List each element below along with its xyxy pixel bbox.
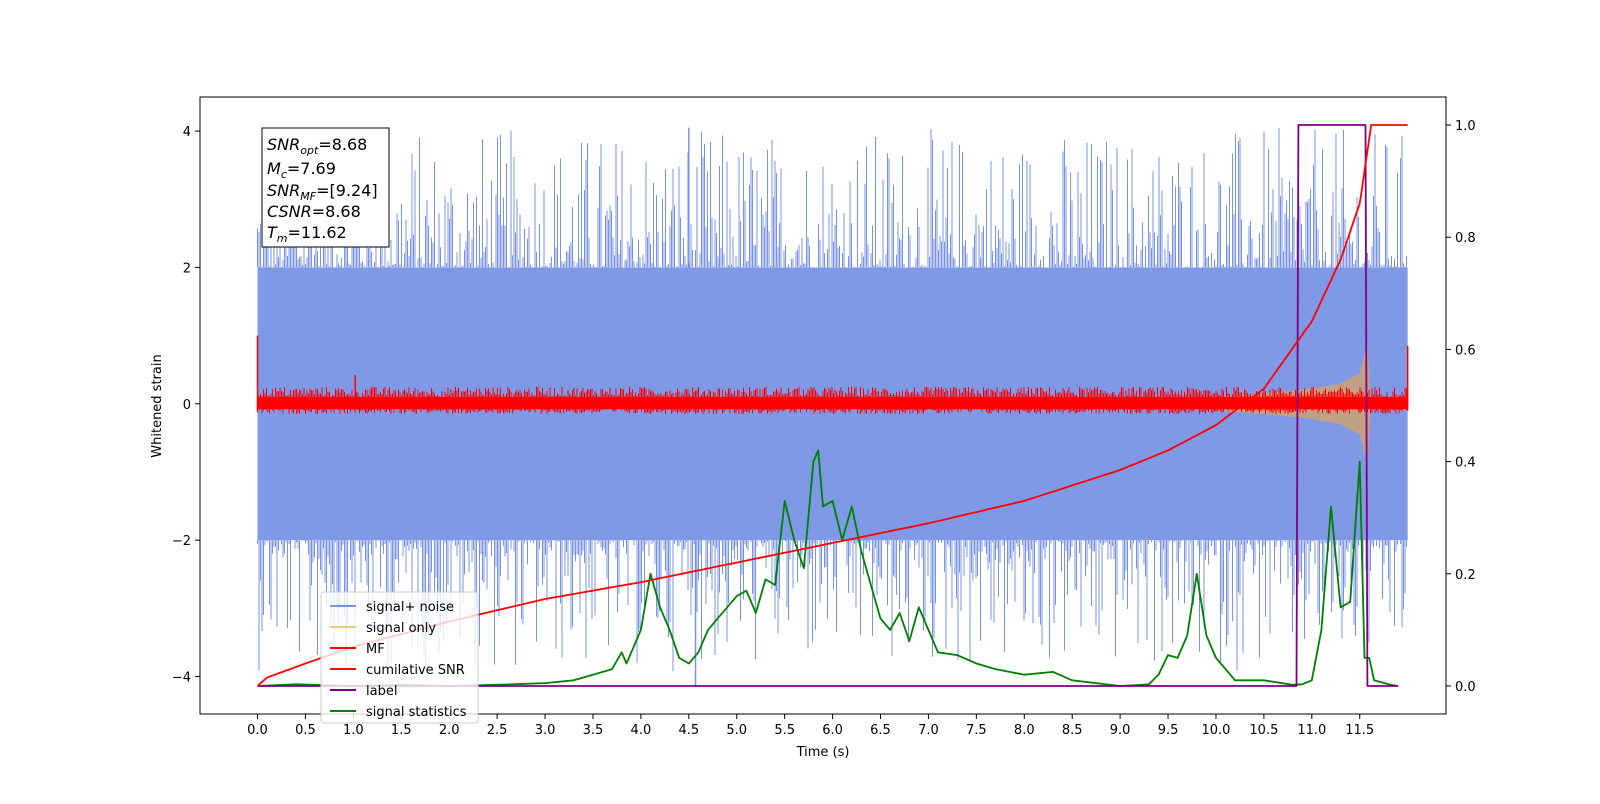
y2-tick-label: 0.4 bbox=[1455, 456, 1476, 471]
x-tick-label: 8.0 bbox=[1014, 723, 1035, 738]
y-axis-right: 1.0 0.8 0.6 0.4 0.2 0.0 bbox=[1446, 119, 1476, 695]
y2-tick-label: 0.0 bbox=[1455, 680, 1476, 695]
x-tick-label: 5.0 bbox=[726, 723, 747, 738]
x-tick-label: 3.0 bbox=[535, 723, 556, 738]
x-tick-label: 0.5 bbox=[295, 723, 316, 738]
x-tick-label: 6.5 bbox=[870, 723, 891, 738]
legend-label: signal statistics bbox=[366, 705, 467, 720]
plot-frame bbox=[199, 96, 1447, 715]
x-tick-label: 4.5 bbox=[678, 723, 699, 738]
x-tick-label: 9.5 bbox=[1158, 723, 1179, 738]
y-axis-label: Whitened strain bbox=[150, 354, 165, 457]
y-tick-label: 0 bbox=[183, 398, 191, 413]
x-tick-label: 5.5 bbox=[774, 723, 795, 738]
x-tick-label: 9.0 bbox=[1110, 723, 1131, 738]
info-line-mc: Mc=7.69 bbox=[267, 159, 336, 181]
x-tick-label: 3.5 bbox=[583, 723, 604, 738]
x-axis-label: Time (s) bbox=[796, 745, 850, 760]
y2-tick-label: 0.8 bbox=[1455, 231, 1476, 246]
y-axis-left: 4 2 0 −2 −4 bbox=[172, 125, 200, 686]
x-tick-label: 11.0 bbox=[1297, 723, 1326, 738]
info-line-tm: Tm=11.62 bbox=[267, 223, 347, 245]
legend-frame bbox=[320, 591, 479, 724]
x-tick-label: 1.5 bbox=[391, 723, 412, 738]
info-line-csnr: CSNR=8.68 bbox=[267, 202, 361, 221]
legend-label: cumilative SNR bbox=[366, 663, 465, 678]
x-tick-label: 7.0 bbox=[918, 723, 939, 738]
info-line-snr-opt: SNRopt=8.68 bbox=[267, 135, 367, 157]
y2-tick-label: 1.0 bbox=[1455, 119, 1476, 134]
y-tick-label: −2 bbox=[172, 534, 191, 549]
info-box-frame bbox=[261, 127, 390, 248]
info-box: SNRopt=8.68 Mc=7.69 SNRMF=[9.24] CSNR=8.… bbox=[261, 127, 390, 248]
y-tick-label: 4 bbox=[183, 125, 191, 140]
mf-spikes bbox=[256, 335, 1409, 414]
y2-tick-label: 0.6 bbox=[1455, 343, 1476, 358]
y2-tick-label: 0.2 bbox=[1455, 568, 1476, 583]
legend-label: MF bbox=[366, 642, 385, 657]
label-line bbox=[257, 124, 1399, 687]
x-tick-label: 1.0 bbox=[343, 723, 364, 738]
x-tick-label: 2.0 bbox=[439, 723, 460, 738]
x-tick-label: 7.5 bbox=[966, 723, 987, 738]
x-axis: 0.0 0.5 1.0 1.5 2.0 2.5 3.0 3.5 4.0 4.5 5.0 5.5 6.0 6… bbox=[247, 714, 1374, 738]
info-line-snr-mf: SNRMF=[9.24] bbox=[267, 181, 378, 203]
legend-label: label bbox=[366, 684, 397, 699]
x-tick-label: 10.5 bbox=[1249, 723, 1278, 738]
x-tick-label: 2.5 bbox=[487, 723, 508, 738]
plot-area bbox=[256, 124, 1409, 687]
x-tick-label: 6.0 bbox=[822, 723, 843, 738]
x-tick-label: 0.0 bbox=[247, 723, 268, 738]
x-tick-label: 10.0 bbox=[1201, 723, 1230, 738]
legend: signal+ noise signal only MF cumilative SNR… bbox=[320, 591, 479, 724]
x-tick-label: 4.0 bbox=[631, 723, 652, 738]
noise-spikes-lower bbox=[257, 540, 1407, 672]
legend-label: signal only bbox=[366, 621, 436, 636]
x-tick-label: 8.5 bbox=[1062, 723, 1083, 738]
y-tick-label: 2 bbox=[183, 261, 191, 276]
x-tick-label: 11.5 bbox=[1345, 723, 1374, 738]
legend-label: signal+ noise bbox=[366, 600, 454, 615]
signal-statistics-line bbox=[257, 449, 1399, 687]
y-tick-label: −4 bbox=[172, 671, 191, 686]
